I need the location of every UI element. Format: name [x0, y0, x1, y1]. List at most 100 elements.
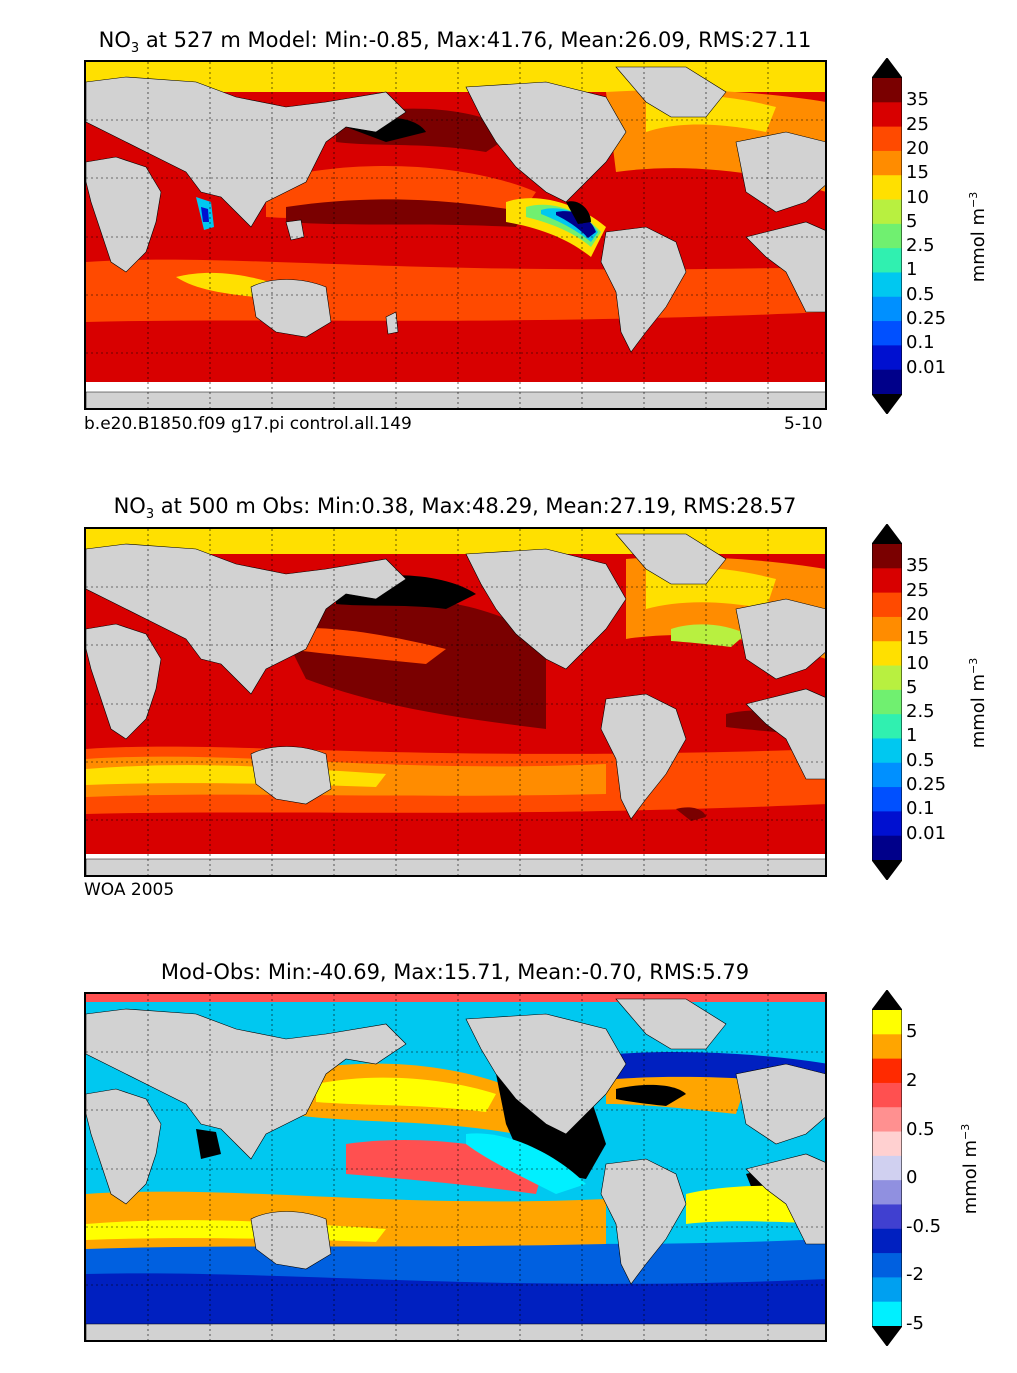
colorbar-segment	[872, 175, 902, 201]
panel2-colorbar-graphic	[872, 524, 902, 880]
panel1-units: mmol m−3	[967, 187, 989, 287]
panel2-colorbar	[872, 524, 902, 880]
colorbar-tick-label: -0.5	[906, 1215, 942, 1237]
colorbar-tick-label: 20	[906, 137, 929, 159]
colorbar-tick-label: -2	[906, 1264, 924, 1286]
colorbar-segment	[872, 787, 902, 812]
colorbar-segment	[872, 714, 902, 739]
panel2-title-prefix: NO	[113, 494, 146, 518]
colorbar-segment	[872, 738, 902, 764]
colorbar-segment	[872, 616, 902, 642]
colorbar-tick-label: 2.5	[906, 235, 935, 257]
panel1-caption-left: b.e20.B1850.f09 g17.pi control.all.149	[84, 414, 412, 434]
colorbar-tick-label: 1	[906, 259, 918, 281]
colorbar-segment	[872, 762, 902, 788]
colorbar-segment	[872, 272, 902, 298]
panel2-caption-left: WOA 2005	[84, 880, 175, 900]
colorbar-tick-label: 0.25	[906, 774, 947, 796]
colorbar-tick-label: 0.1	[906, 332, 935, 354]
panel1-field	[86, 62, 825, 408]
panel3-units-sup: −3	[959, 1123, 972, 1140]
colorbar-tick-label: 15	[906, 162, 929, 184]
colorbar-max-extend	[872, 524, 902, 544]
colorbar-segment	[872, 321, 902, 346]
colorbar-segment	[872, 568, 902, 594]
panel3-field	[86, 994, 825, 1340]
panel3-title-rest: Mod-Obs: Min:-40.69, Max:15.71, Mean:-0.…	[160, 960, 750, 984]
colorbar-segment	[872, 544, 902, 569]
colorbar-tick-label: 5	[906, 210, 918, 232]
colorbar-segment	[872, 1082, 902, 1108]
colorbar-max-extend	[872, 58, 902, 78]
colorbar-tick-label: 10	[906, 186, 929, 208]
colorbar-tick-label: 0.1	[906, 798, 935, 820]
panel2-title-rest: at 500 m Obs: Min:0.38, Max:48.29, Mean:…	[160, 494, 797, 518]
colorbar-segment	[872, 689, 902, 715]
colorbar-segment	[872, 1253, 902, 1278]
colorbar-segment	[872, 641, 902, 667]
colorbar-tick-label: 1	[906, 725, 918, 747]
colorbar-segment	[872, 1228, 902, 1254]
panel2-map	[84, 527, 827, 877]
colorbar-tick-label: 2	[906, 1069, 918, 1091]
colorbar-min-extend	[872, 394, 902, 414]
colorbar-tick-label: 5	[906, 676, 918, 698]
colorbar-max-extend	[872, 990, 902, 1010]
panel2-field	[86, 529, 825, 875]
panel2-units-sup: −3	[967, 657, 980, 674]
colorbar-tick-label: 2.5	[906, 701, 935, 723]
colorbar-segment	[872, 1107, 902, 1133]
colorbar-segment	[872, 1058, 902, 1084]
colorbar-tick-label: 25	[906, 579, 929, 601]
colorbar-segment	[872, 665, 902, 691]
colorbar-segment	[872, 1277, 902, 1303]
colorbar-segment	[872, 248, 902, 273]
panel3-colorbar	[872, 990, 902, 1346]
colorbar-tick-label: 0.25	[906, 308, 947, 330]
colorbar-segment	[872, 1131, 902, 1157]
colorbar-tick-label: 0.01	[906, 356, 947, 378]
panel3-colorbar-graphic	[872, 990, 902, 1346]
panel1-title-prefix: NO	[98, 28, 131, 52]
colorbar-min-extend	[872, 860, 902, 880]
colorbar-segment	[872, 223, 902, 249]
panel2-units: mmol m−3	[967, 653, 989, 753]
panel3-units: mmol m−3	[959, 1119, 981, 1219]
colorbar-tick-label: 15	[906, 628, 929, 650]
panel1-colorbar-graphic	[872, 58, 902, 414]
panel2-title: NO3 at 500 m Obs: Min:0.38, Max:48.29, M…	[0, 494, 910, 522]
panel3-title: Mod-Obs: Min:-40.69, Max:15.71, Mean:-0.…	[0, 960, 910, 984]
colorbar-segment	[872, 102, 902, 128]
colorbar-segment	[872, 1010, 902, 1035]
panel3-map	[84, 992, 827, 1342]
panel1-title: NO3 at 527 m Model: Min:-0.85, Max:41.76…	[0, 28, 910, 56]
colorbar-segment	[872, 296, 902, 322]
colorbar-segment	[872, 1180, 902, 1205]
colorbar-tick-label: 5	[906, 1021, 918, 1043]
colorbar-segment	[872, 345, 902, 371]
colorbar-tick-label: 35	[906, 89, 929, 111]
colorbar-tick-label: 0	[906, 1167, 918, 1189]
panel2-units-main: mmol m	[968, 673, 989, 749]
panel1-units-sup: −3	[967, 191, 980, 208]
colorbar-tick-label: 0.5	[906, 1118, 935, 1140]
panel1-units-main: mmol m	[968, 207, 989, 283]
colorbar-segment	[872, 1034, 902, 1060]
colorbar-tick-label: 20	[906, 603, 929, 625]
panel3-units-main: mmol m	[960, 1139, 981, 1215]
panel1-caption-right: 5-10	[784, 414, 823, 434]
colorbar-segment	[872, 1204, 902, 1230]
colorbar-segment	[872, 78, 902, 103]
colorbar-tick-label: 35	[906, 555, 929, 577]
colorbar-tick-label: 0.01	[906, 822, 947, 844]
panel1-colorbar	[872, 58, 902, 414]
colorbar-min-extend	[872, 1326, 902, 1346]
colorbar-segment	[872, 835, 902, 861]
panel1-title-sub: 3	[130, 41, 140, 57]
panel1-title-rest: at 527 m Model: Min:-0.85, Max:41.76, Me…	[145, 28, 812, 52]
panel2-title-sub: 3	[145, 507, 155, 523]
colorbar-tick-label: -5	[906, 1313, 924, 1334]
colorbar-segment	[872, 1155, 902, 1181]
colorbar-segment	[872, 592, 902, 618]
colorbar-tick-label: 10	[906, 652, 929, 674]
